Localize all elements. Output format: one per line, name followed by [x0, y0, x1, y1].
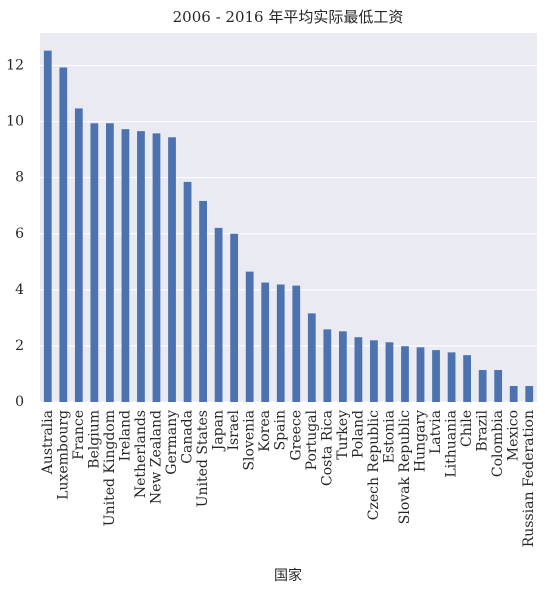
bar — [494, 370, 503, 402]
bar — [447, 352, 456, 402]
x-tick-label: United States — [195, 410, 211, 507]
bar — [385, 342, 394, 402]
bar — [354, 337, 363, 402]
x-tick-label: Estonia — [381, 410, 397, 463]
bar — [525, 386, 534, 402]
x-tick-label: Belgium — [86, 410, 102, 469]
bar — [416, 347, 425, 402]
bar — [199, 200, 207, 402]
x-tick-label: Poland — [350, 410, 366, 458]
bar — [214, 227, 223, 402]
bar — [338, 331, 347, 402]
x-tick-label: Luxembourg — [55, 410, 71, 500]
x-tick-label: Japan — [211, 410, 227, 452]
x-tick-label: Lithuania — [444, 410, 460, 478]
x-tick-label: Hungary — [413, 410, 429, 472]
x-tick-label: Czech Republic — [366, 410, 382, 520]
bar — [121, 129, 130, 402]
bar — [432, 350, 440, 402]
x-tick-label: United Kingdom — [102, 410, 118, 526]
x-tick-label: Colombia — [490, 410, 506, 477]
bar — [276, 284, 285, 402]
bar — [74, 108, 83, 402]
bar — [59, 67, 68, 403]
x-tick-label: Spain — [273, 410, 289, 450]
x-tick-label: Portugal — [304, 409, 320, 470]
x-tick-label: Israel — [226, 409, 242, 450]
bar — [152, 133, 161, 402]
y-tick-label: 6 — [15, 226, 24, 242]
x-tick-label: Costa Rica — [319, 410, 335, 486]
y-tick-label: 8 — [15, 170, 24, 186]
plot-area — [40, 33, 537, 402]
x-tick-label: New Zealand — [148, 410, 164, 504]
bar — [106, 123, 114, 402]
x-tick-label: Netherlands — [133, 410, 149, 498]
x-tick-label: Brazil — [475, 409, 491, 451]
bar — [245, 271, 254, 402]
x-tick-label: Chile — [459, 410, 475, 447]
bar — [137, 131, 145, 402]
x-tick-label: Korea — [257, 410, 273, 452]
x-tick-label: Mexico — [506, 410, 522, 461]
x-tick-label: Canada — [180, 410, 196, 464]
chart-title: 2006 - 2016 年平均实际最低工资 — [173, 8, 404, 26]
x-axis-label: 国家 — [274, 567, 302, 584]
x-tick-label: Australia — [40, 410, 56, 475]
y-tick-label: 10 — [6, 114, 24, 130]
x-tick-label: Slovenia — [242, 410, 258, 471]
bar — [261, 282, 270, 402]
x-tick-label: France — [71, 410, 87, 460]
x-tick-label: Slovak Republic — [397, 410, 413, 524]
bar — [401, 346, 409, 402]
bar — [463, 355, 471, 402]
x-tick-label: Germany — [164, 410, 180, 475]
x-tick-label: Greece — [288, 410, 304, 461]
bar — [478, 370, 487, 402]
bar — [43, 50, 52, 403]
x-tick-label: Latvia — [428, 410, 444, 454]
bar — [230, 233, 239, 402]
y-tick-label: 12 — [6, 58, 24, 74]
y-tick-label: 2 — [15, 338, 24, 354]
bar — [509, 386, 518, 402]
bar — [307, 313, 316, 402]
bar — [168, 137, 176, 402]
x-tick-label: Ireland — [117, 410, 133, 461]
x-tick-label: Russian Federation — [521, 410, 537, 547]
bar — [370, 340, 378, 402]
y-tick-label: 0 — [15, 394, 24, 410]
x-tick-label: Turkey — [335, 410, 351, 460]
bar — [323, 329, 332, 402]
bar — [183, 181, 192, 402]
bar — [292, 285, 301, 402]
y-tick-label: 4 — [15, 282, 24, 298]
bar — [90, 123, 99, 402]
